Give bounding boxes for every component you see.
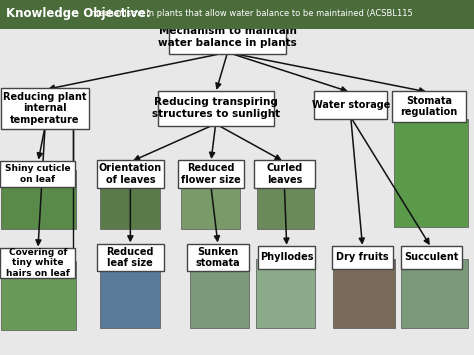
Text: Curled
leaves: Curled leaves [266, 163, 302, 185]
FancyBboxPatch shape [0, 0, 474, 29]
Text: Mechanism to maintain
water balance in plants: Mechanism to maintain water balance in p… [158, 27, 297, 48]
FancyBboxPatch shape [97, 244, 164, 271]
FancyBboxPatch shape [0, 160, 75, 187]
Text: Covering of
tiny white
hairs on leaf: Covering of tiny white hairs on leaf [6, 248, 70, 278]
Text: Succulent: Succulent [404, 252, 458, 262]
FancyBboxPatch shape [401, 259, 468, 328]
Text: Water storage: Water storage [311, 100, 390, 110]
FancyBboxPatch shape [97, 160, 164, 188]
FancyBboxPatch shape [100, 259, 160, 328]
FancyBboxPatch shape [256, 259, 315, 328]
Text: Orientation
of leaves: Orientation of leaves [99, 163, 162, 185]
FancyBboxPatch shape [394, 119, 468, 227]
Text: Phyllodes: Phyllodes [260, 252, 313, 262]
FancyBboxPatch shape [333, 259, 395, 328]
FancyBboxPatch shape [0, 248, 75, 278]
Text: Knowledge Objective:: Knowledge Objective: [6, 7, 150, 21]
FancyBboxPatch shape [181, 174, 240, 229]
FancyBboxPatch shape [1, 261, 76, 330]
FancyBboxPatch shape [258, 246, 315, 269]
Text: Shiny cuticle
on leaf: Shiny cuticle on leaf [5, 164, 71, 184]
FancyBboxPatch shape [257, 174, 314, 229]
Text: Reducing transpiring
structures to sunlight: Reducing transpiring structures to sunli… [152, 98, 280, 119]
FancyBboxPatch shape [314, 91, 387, 119]
Text: Reduced
leaf size: Reduced leaf size [107, 247, 154, 268]
Text: Dry fruits: Dry fruits [336, 252, 389, 262]
Text: mechanisms in plants that allow water balance to be maintained (ACSBL115: mechanisms in plants that allow water ba… [88, 10, 412, 18]
Text: Stomata
regulation: Stomata regulation [401, 96, 457, 117]
FancyBboxPatch shape [157, 91, 274, 126]
FancyBboxPatch shape [100, 174, 160, 229]
FancyBboxPatch shape [1, 170, 76, 229]
FancyBboxPatch shape [332, 246, 393, 269]
Text: Reducing plant
internal
temperature: Reducing plant internal temperature [3, 92, 87, 125]
FancyBboxPatch shape [254, 160, 315, 188]
Text: Sunken
stomata: Sunken stomata [196, 247, 240, 268]
FancyBboxPatch shape [178, 160, 244, 188]
FancyBboxPatch shape [1, 88, 89, 129]
FancyBboxPatch shape [401, 246, 462, 269]
FancyBboxPatch shape [392, 91, 465, 122]
FancyBboxPatch shape [187, 244, 249, 271]
FancyBboxPatch shape [169, 20, 285, 54]
FancyBboxPatch shape [190, 259, 249, 328]
Text: Reduced
flower size: Reduced flower size [181, 163, 241, 185]
